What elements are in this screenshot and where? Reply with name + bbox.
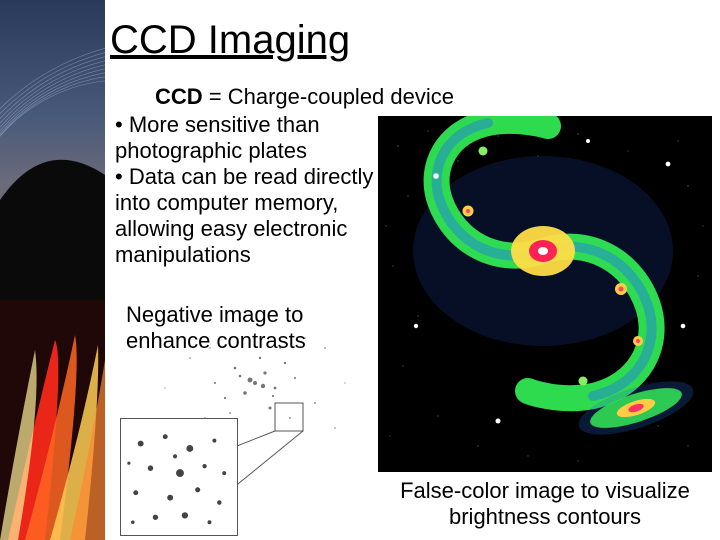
- bullet-item: • More sensitive than photographic plate…: [115, 112, 380, 164]
- page-title: CCD Imaging: [110, 18, 350, 63]
- galaxy-false-color-image: [378, 116, 712, 472]
- false-color-caption: False-color image to visualize brightnes…: [385, 478, 705, 530]
- negative-caption: Negative image to enhance contrasts: [126, 302, 356, 354]
- subtitle-rest: = Charge-coupled device: [203, 84, 454, 109]
- negative-image-inset: [120, 418, 238, 536]
- subtitle-abbr: CCD: [155, 84, 203, 109]
- left-sidebar-image: [0, 0, 105, 540]
- bullet-item: • Data can be read directly into compute…: [115, 164, 380, 268]
- bullet-list: • More sensitive than photographic plate…: [115, 112, 380, 268]
- subtitle: CCD = Charge-coupled device: [155, 84, 454, 110]
